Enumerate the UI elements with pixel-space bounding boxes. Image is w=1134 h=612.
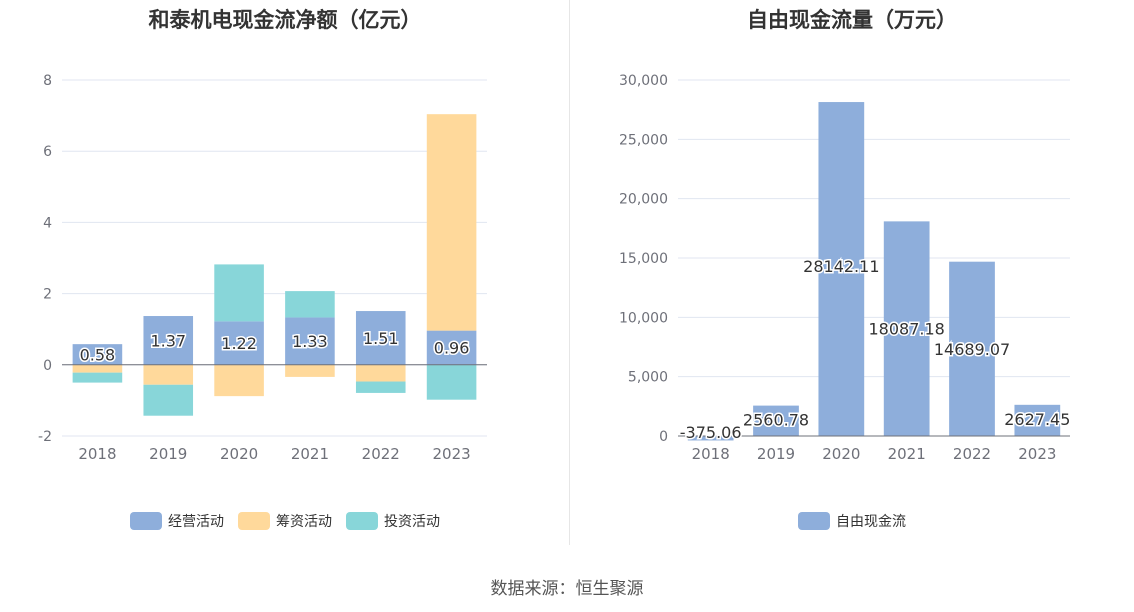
right-chart-title: 自由现金流量（万元） — [747, 8, 957, 32]
x-tick-label: 2019 — [149, 445, 187, 463]
bar-2019-series-0 — [753, 405, 799, 436]
bar-2021-series-0 — [883, 221, 930, 436]
bar-2018-series-0 — [687, 436, 734, 441]
data-label: 14689.07 — [934, 340, 1010, 359]
data-label: 28142.11 — [803, 257, 879, 276]
bar-2019-series-0 — [143, 316, 194, 365]
bar-2020-series-1 — [214, 364, 264, 397]
data-label: 2560.78 — [743, 411, 809, 430]
legend-item[interactable]: 筹资活动 — [238, 511, 332, 531]
data-label: 1.33 — [292, 332, 328, 351]
left-chart-panel: 和泰机电现金流净额（亿元） -2 0 2 4 6 8 2018 2019 2020 2021 202… — [0, 0, 570, 545]
x-tick-label: 2021 — [291, 445, 329, 463]
x-tick-label: 2022 — [362, 445, 400, 463]
legend-label: 筹资活动 — [276, 514, 332, 530]
y-tick-label: 5,000 — [628, 370, 668, 386]
legend-item[interactable]: 投资活动 — [346, 511, 440, 531]
data-label: 1.51 — [363, 329, 399, 348]
bar-2018-series-1 — [72, 364, 123, 373]
legend-swatch — [130, 512, 162, 530]
bar-2022-series-1 — [355, 364, 406, 382]
right-chart-svg: 0 5,000 10,000 15,000 20,000 25,000 30,000 2018… — [619, 73, 1072, 463]
y-tick-label: 8 — [43, 73, 52, 89]
legend-label: 经营活动 — [168, 514, 224, 530]
bar-2021-series-1 — [285, 364, 335, 377]
legend-label: 投资活动 — [384, 514, 440, 530]
right-chart-legend: 自由现金流 — [570, 511, 1134, 531]
data-label: -375.06 — [680, 423, 742, 442]
y-tick-label: 20,000 — [619, 192, 668, 208]
bar-2023-series-0 — [426, 330, 477, 365]
bar-2020-series-0 — [818, 102, 865, 436]
right-chart-panel: 自由现金流量（万元） 0 5,000 10,000 15,000 20,000 25,00… — [570, 0, 1134, 545]
bar-2022-series-0 — [355, 311, 406, 365]
legend-item[interactable]: 经营活动 — [130, 511, 224, 531]
data-label: 18087.18 — [868, 320, 944, 339]
y-tick-label: 4 — [43, 215, 52, 231]
left-chart-title: 和泰机电现金流净额（亿元） — [148, 8, 422, 32]
x-tick-label: 2021 — [888, 445, 926, 463]
x-tick-label: 2020 — [220, 445, 258, 463]
bar-2018-series-0 — [72, 344, 123, 365]
bar-2022-series-2 — [355, 381, 406, 393]
bar-2021-series-0 — [285, 317, 335, 365]
bar-2020-series-2 — [214, 264, 264, 322]
legend-swatch — [346, 512, 378, 530]
bar-2021-series-2 — [285, 291, 335, 318]
bar-2019-series-2 — [143, 384, 194, 416]
bar-2020-series-0 — [214, 321, 264, 365]
x-tick-label: 2023 — [432, 445, 470, 463]
x-tick-label: 2018 — [78, 445, 116, 463]
data-label: 0.96 — [434, 339, 470, 358]
y-tick-label: 0 — [43, 358, 52, 374]
y-tick-label: 6 — [43, 144, 52, 160]
x-tick-label: 2019 — [757, 445, 795, 463]
left-chart-legend: 经营活动 筹资活动 投资活动 — [0, 511, 570, 531]
x-tick-label: 2023 — [1018, 445, 1056, 463]
x-tick-label: 2018 — [692, 445, 730, 463]
x-tick-label: 2022 — [953, 445, 991, 463]
y-tick-label: 10,000 — [619, 310, 668, 326]
data-label: 1.37 — [150, 331, 186, 350]
data-label: 0.58 — [80, 345, 116, 364]
bar-2018-series-2 — [72, 372, 123, 383]
y-tick-label: 25,000 — [619, 132, 668, 148]
bar-2023-series-0 — [1014, 404, 1061, 436]
legend-item[interactable]: 自由现金流 — [798, 511, 906, 531]
bar-2022-series-0 — [949, 261, 995, 436]
legend-swatch — [238, 512, 270, 530]
legend-swatch — [798, 512, 830, 530]
y-tick-label: -2 — [38, 429, 52, 445]
data-source-note: 数据来源：恒生聚源 — [490, 579, 644, 599]
bar-2023-series-1 — [426, 114, 477, 331]
left-chart-svg: -2 0 2 4 6 8 2018 2019 2020 2021 2022 2023 0.58 1.37 1… — [38, 73, 487, 463]
bar-2023-series-2 — [426, 364, 477, 400]
y-tick-label: 15,000 — [619, 251, 668, 267]
x-tick-label: 2020 — [822, 445, 860, 463]
legend-label: 自由现金流 — [836, 514, 906, 530]
y-tick-label: 30,000 — [619, 73, 668, 89]
y-tick-label: 0 — [659, 429, 668, 445]
data-label: 2627.45 — [1004, 410, 1070, 429]
panel-divider — [569, 0, 570, 545]
bar-2019-series-1 — [143, 364, 194, 385]
data-label: 1.22 — [221, 334, 257, 353]
y-tick-label: 2 — [43, 287, 52, 303]
